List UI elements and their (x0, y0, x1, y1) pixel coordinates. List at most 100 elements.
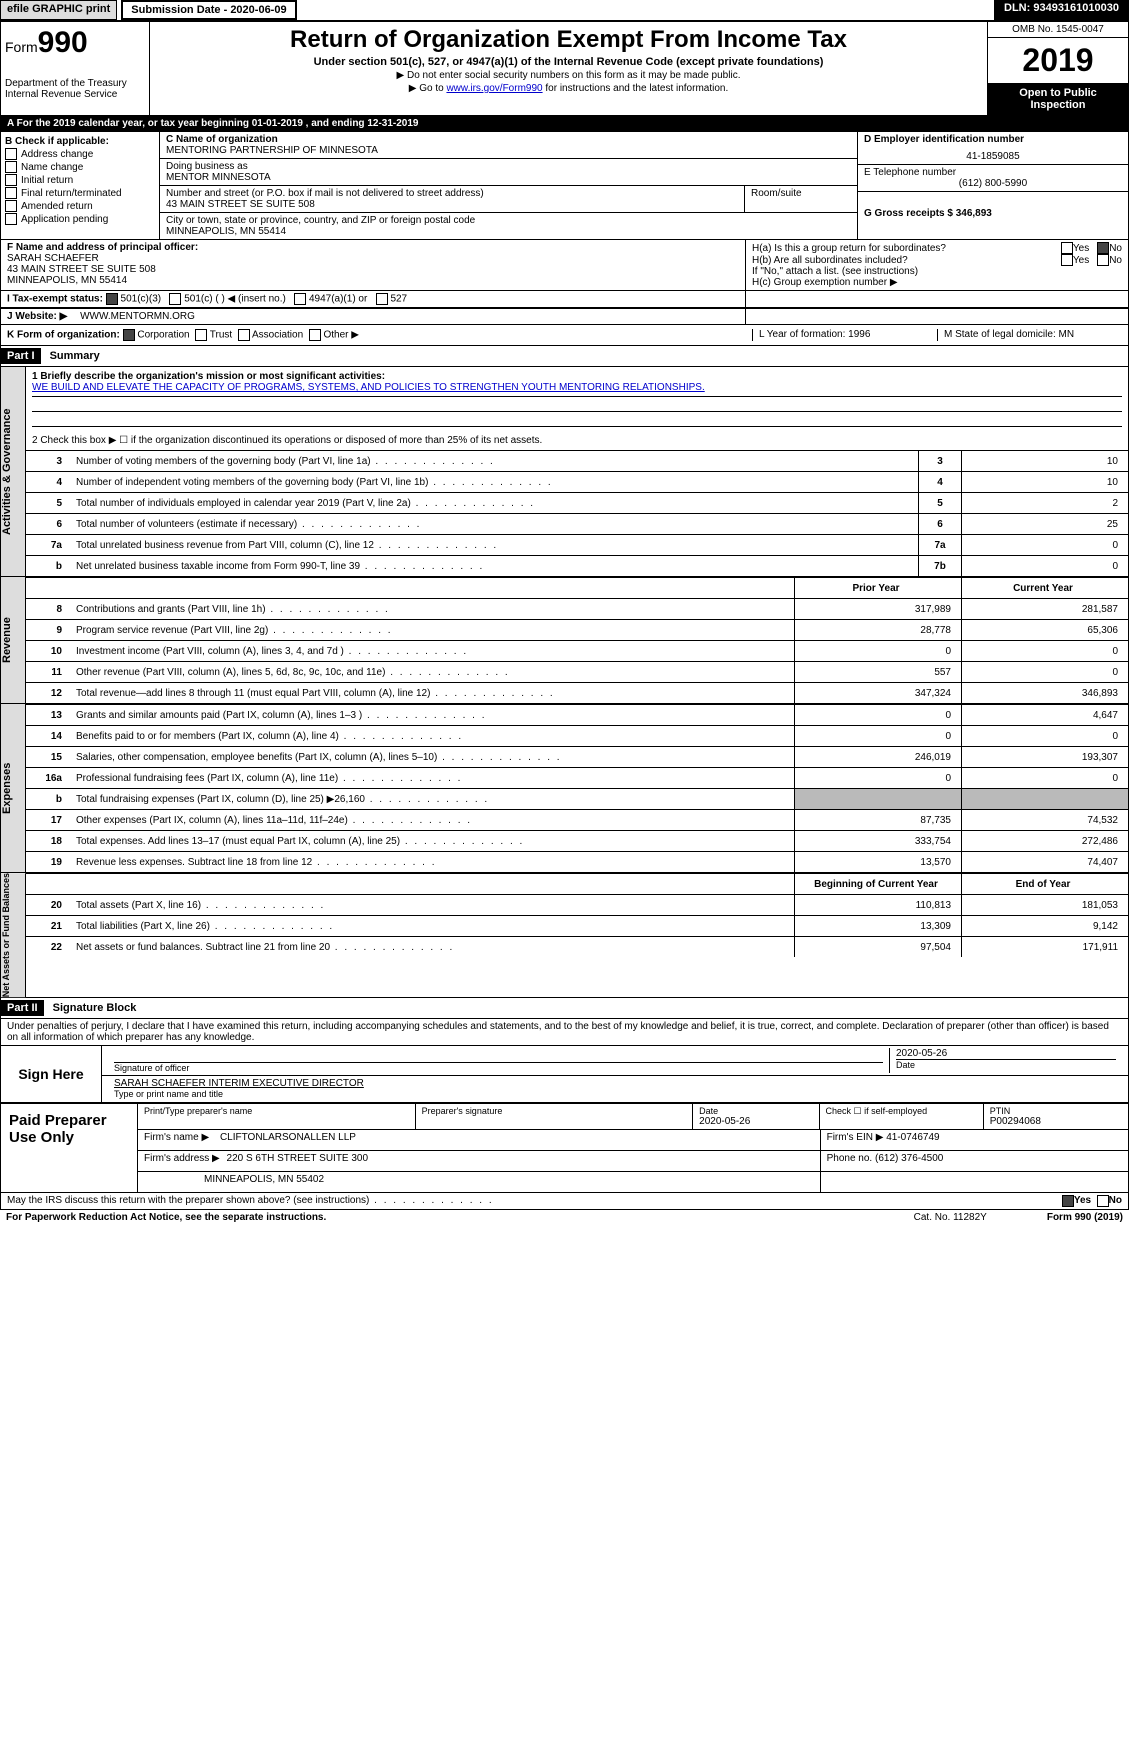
cb-address-change[interactable] (5, 148, 17, 160)
cb-4947[interactable] (294, 293, 306, 305)
table-row: 17Other expenses (Part IX, column (A), l… (26, 810, 1128, 831)
section-f: F Name and address of principal officer:… (1, 240, 746, 290)
officer-name-title: SARAH SCHAEFER INTERIM EXECUTIVE DIRECTO… (114, 1078, 1116, 1089)
side-net-assets: Net Assets or Fund Balances (1, 873, 26, 997)
cb-527[interactable] (376, 293, 388, 305)
firm-phone: (612) 376-4500 (875, 1153, 943, 1164)
form-note1: ▶ Do not enter social security numbers o… (154, 70, 983, 81)
cb-trust[interactable] (195, 329, 207, 341)
cb-other[interactable] (309, 329, 321, 341)
cat-no: Cat. No. 11282Y (914, 1212, 987, 1223)
table-row: 13Grants and similar amounts paid (Part … (26, 705, 1128, 726)
ein: 41-1859085 (864, 151, 1122, 162)
cb-ha-no[interactable] (1097, 242, 1109, 254)
line2: 2 Check this box ▶ ☐ if the organization… (32, 435, 1122, 446)
perjury-declaration: Under penalties of perjury, I declare th… (1, 1019, 1128, 1046)
table-row: 11Other revenue (Part VIII, column (A), … (26, 662, 1128, 683)
self-employed-check[interactable]: Check ☐ if self-employed (826, 1106, 977, 1117)
open-inspection: Open to Public Inspection (988, 83, 1128, 115)
table-row: 14Benefits paid to or for members (Part … (26, 726, 1128, 747)
table-row: bTotal fundraising expenses (Part IX, co… (26, 789, 1128, 810)
prep-date: 2020-05-26 (699, 1116, 812, 1127)
footer: For Paperwork Reduction Act Notice, see … (0, 1210, 1129, 1225)
table-row: 15Salaries, other compensation, employee… (26, 747, 1128, 768)
row-a-tax-year: A For the 2019 calendar year, or tax yea… (0, 116, 1129, 132)
form-note2: ▶ Go to www.irs.gov/Form990 for instruct… (154, 83, 983, 94)
cb-501c3[interactable] (106, 293, 118, 305)
sig-date: 2020-05-26 (896, 1048, 1116, 1059)
cb-discuss-no[interactable] (1097, 1195, 1109, 1207)
firm-name: CLIFTONLARSONALLEN LLP (220, 1132, 356, 1143)
part2-header: Part II (1, 1000, 44, 1016)
part1-title: Summary (44, 350, 100, 362)
section-b: B Check if applicable: Address change Na… (1, 132, 160, 239)
cb-amended[interactable] (5, 200, 17, 212)
state-domicile: M State of legal domicile: MN (937, 329, 1122, 341)
dln: DLN: 93493161010030 (994, 0, 1129, 20)
mission-text: WE BUILD AND ELEVATE THE CAPACITY OF PRO… (32, 382, 1122, 397)
paid-preparer-label: Paid Preparer Use Only (1, 1104, 138, 1192)
part1-header: Part I (1, 348, 41, 364)
cb-corp[interactable] (123, 329, 135, 341)
cb-ha-yes[interactable] (1061, 242, 1073, 254)
cb-final-return[interactable] (5, 187, 17, 199)
cb-501c[interactable] (169, 293, 181, 305)
revenue-table: Prior YearCurrent Year 8Contributions an… (26, 577, 1128, 703)
firm-ein: 41-0746749 (886, 1132, 939, 1143)
street-address: 43 MAIN STREET SE SUITE 508 (166, 199, 738, 210)
table-row: 22Net assets or fund balances. Subtract … (26, 937, 1128, 958)
expenses-table: 13Grants and similar amounts paid (Part … (26, 704, 1128, 872)
city-state-zip: MINNEAPOLIS, MN 55414 (166, 226, 851, 237)
cb-name-change[interactable] (5, 161, 17, 173)
row-j: J Website: ▶ WWW.MENTORMN.ORG (1, 309, 746, 324)
cb-discuss-yes[interactable] (1062, 1195, 1074, 1207)
room-suite: Room/suite (745, 186, 857, 212)
table-row: 5Total number of individuals employed in… (26, 493, 1128, 514)
table-row: 6Total number of volunteers (estimate if… (26, 514, 1128, 535)
table-row: 9Program service revenue (Part VIII, lin… (26, 620, 1128, 641)
efile-button[interactable]: efile GRAPHIC print (0, 0, 117, 20)
submission-date: Submission Date - 2020-06-09 (121, 0, 296, 20)
form-ref: Form 990 (2019) (1047, 1212, 1123, 1223)
cb-hb-yes[interactable] (1061, 254, 1073, 266)
table-row: 12Total revenue—add lines 8 through 11 (… (26, 683, 1128, 704)
table-row: 18Total expenses. Add lines 13–17 (must … (26, 831, 1128, 852)
line1-label: 1 Briefly describe the organization's mi… (32, 371, 1122, 382)
table-row: 3Number of voting members of the governi… (26, 451, 1128, 472)
governance-table: 3Number of voting members of the governi… (26, 450, 1128, 576)
irs-link[interactable]: www.irs.gov/Form990 (446, 83, 542, 94)
net-assets-table: Beginning of Current YearEnd of Year 20T… (26, 873, 1128, 957)
cb-hb-no[interactable] (1097, 254, 1109, 266)
cb-pending[interactable] (5, 213, 17, 225)
part2-title: Signature Block (47, 1002, 137, 1014)
form-number: Form990 (5, 26, 145, 60)
top-bar: efile GRAPHIC print Submission Date - 20… (0, 0, 1129, 21)
ptin: P00294068 (990, 1116, 1122, 1127)
firm-address: 220 S 6TH STREET SUITE 300 (227, 1153, 369, 1164)
side-revenue: Revenue (1, 577, 26, 703)
sign-here-label: Sign Here (1, 1046, 102, 1102)
cb-assoc[interactable] (238, 329, 250, 341)
form-header: Form990 Department of the Treasury Inter… (0, 21, 1129, 116)
discuss-row: May the IRS discuss this return with the… (0, 1193, 1129, 1210)
cb-initial-return[interactable] (5, 174, 17, 186)
firm-city: MINNEAPOLIS, MN 55402 (204, 1174, 324, 1185)
phone: (612) 800-5990 (864, 178, 1122, 189)
tax-year: 2019 (988, 38, 1128, 83)
table-row: 4Number of independent voting members of… (26, 472, 1128, 493)
org-name: MENTORING PARTNERSHIP OF MINNESOTA (166, 145, 851, 156)
form-subtitle: Under section 501(c), 527, or 4947(a)(1)… (154, 56, 983, 68)
form-title: Return of Organization Exempt From Incom… (154, 26, 983, 54)
row-k: K Form of organization: Corporation Trus… (0, 325, 1129, 346)
table-row: 7aTotal unrelated business revenue from … (26, 535, 1128, 556)
website-url[interactable]: WWW.MENTORMN.ORG (80, 311, 195, 322)
table-row: 21Total liabilities (Part X, line 26)13,… (26, 916, 1128, 937)
section-c: C Name of organization MENTORING PARTNER… (160, 132, 858, 239)
table-row: 8Contributions and grants (Part VIII, li… (26, 599, 1128, 620)
section-h: H(a) Is this a group return for subordin… (746, 240, 1128, 290)
omb-number: OMB No. 1545-0047 (988, 22, 1128, 38)
dept-treasury: Department of the Treasury Internal Reve… (5, 78, 145, 100)
table-row: 19Revenue less expenses. Subtract line 1… (26, 852, 1128, 873)
side-governance: Activities & Governance (1, 367, 26, 576)
year-formation: L Year of formation: 1996 (752, 329, 937, 341)
